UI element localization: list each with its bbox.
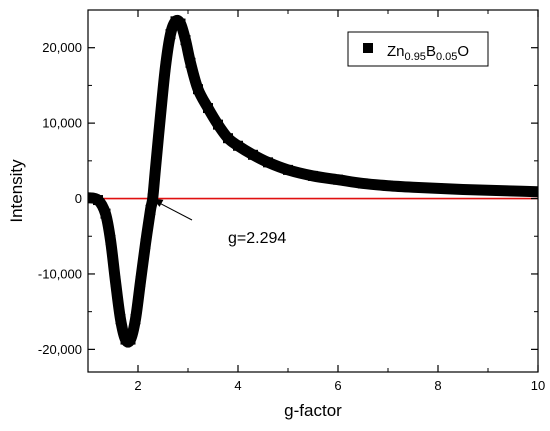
y-axis-title: Intensity [7, 159, 26, 223]
annotation-label: g=2.294 [228, 230, 286, 247]
data-point-10 [140, 238, 151, 249]
y-tick-label: 0 [75, 191, 82, 206]
x-tick-label: 4 [234, 378, 241, 393]
data-point-32 [383, 180, 393, 191]
data-point-18 [175, 18, 186, 29]
legend-subscript: 0.05 [436, 51, 457, 63]
legend-text-part: Zn [387, 43, 405, 60]
axes [87, 9, 539, 373]
y-tick-label: -20,000 [38, 342, 82, 357]
x-tick-label: 6 [334, 378, 341, 393]
data-point-30 [333, 174, 343, 185]
legend-marker-square [363, 43, 373, 53]
data-point-25 [233, 140, 243, 151]
data-point-4 [110, 276, 121, 287]
data-point-5 [115, 314, 126, 325]
data-point-21 [193, 84, 203, 95]
data-point-34 [433, 183, 443, 194]
series-line-0 [88, 14, 538, 348]
annotation-arrowhead [152, 198, 164, 207]
data-point-35 [458, 184, 468, 195]
y-tick-label: -10,000 [38, 266, 82, 281]
data-point-24 [223, 133, 233, 144]
series-points-0 [88, 16, 538, 345]
data-point-23 [213, 119, 223, 130]
data-point-26 [248, 149, 258, 160]
x-tick-label: 8 [434, 378, 441, 393]
data-point-38 [533, 186, 538, 197]
data-point-16 [165, 29, 176, 40]
data-point-11 [145, 204, 156, 215]
data-point-14 [155, 110, 166, 121]
x-axis-title: g-factor [284, 401, 342, 420]
data-point-36 [483, 185, 493, 196]
x-tick-label: 2 [134, 378, 141, 393]
data-point-19 [180, 35, 191, 46]
data-point-20 [185, 57, 196, 68]
data-point-22 [203, 103, 213, 114]
data-point-13 [150, 163, 161, 174]
plot-frame [87, 9, 539, 373]
data-point-7 [125, 334, 136, 345]
annotation: g=2.294 [152, 198, 286, 247]
legend-text-part: B [426, 43, 436, 60]
x-tick-label: 10 [531, 378, 545, 393]
data-point-3 [105, 235, 116, 246]
legend: Zn0.95B0.05O [347, 31, 489, 67]
tick-marks [87, 10, 539, 372]
plot-area [88, 14, 538, 348]
data-point-29 [308, 170, 318, 181]
data-point-31 [358, 178, 368, 189]
legend-label: Zn0.95B0.05O [387, 43, 469, 63]
data-point-8 [130, 314, 141, 325]
data-point-33 [408, 182, 418, 193]
y-tick-label: 20,000 [42, 40, 82, 55]
data-point-0 [88, 192, 93, 203]
data-point-28 [283, 164, 293, 175]
legend-subscript: 0.95 [405, 51, 426, 63]
data-point-15 [160, 61, 171, 72]
data-point-37 [508, 186, 518, 196]
y-tick-label: 10,000 [42, 116, 82, 131]
data-point-1 [93, 195, 103, 206]
tick-labels: 2 4 6 8 10 -20,000 -10,000 0 10,000 20,000 [38, 40, 545, 393]
legend-text-part: O [457, 43, 469, 60]
data-point-27 [263, 157, 273, 168]
data-point-2 [100, 208, 111, 219]
data-point-9 [135, 276, 146, 287]
